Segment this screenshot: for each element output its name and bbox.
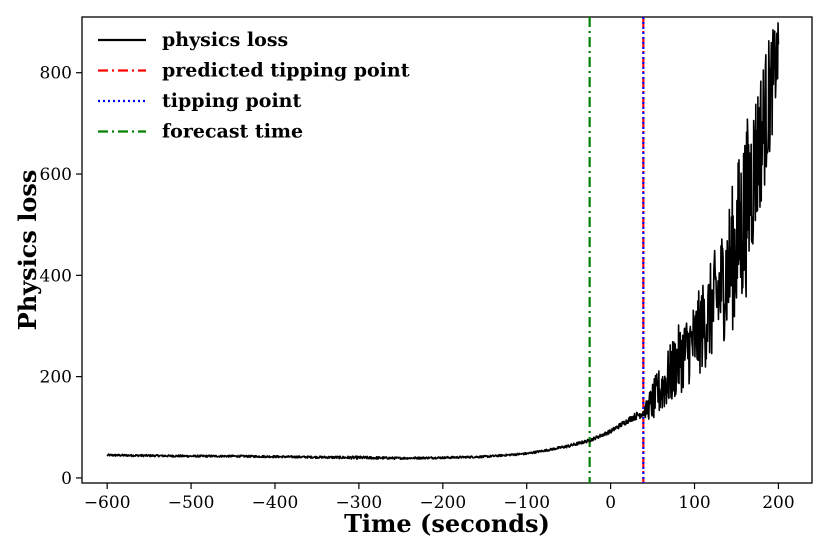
x-tick-label: −600 (84, 493, 131, 513)
legend: physics loss predicted tipping point tippi… (98, 29, 410, 143)
y-tick-label: 200 (40, 368, 72, 388)
vertical-lines (588, 17, 645, 483)
x-axis-ticks: −600 −500 −400 −300 −200 −100 0 100 200 (84, 483, 795, 513)
x-tick-label: −200 (419, 493, 466, 513)
legend-entry-label: tipping point (162, 90, 301, 112)
x-tick-label: 100 (678, 493, 710, 513)
y-axis-label: Physics loss (13, 170, 42, 331)
legend-entry-label: predicted tipping point (162, 60, 410, 82)
y-tick-label: 0 (61, 469, 72, 489)
legend-entry-label: physics loss (162, 29, 288, 51)
y-axis-ticks: 0 200 400 600 800 (40, 64, 82, 489)
x-tick-label: −400 (252, 493, 299, 513)
x-tick-label: −500 (168, 493, 215, 513)
x-tick-label: 200 (762, 493, 794, 513)
series-layer (106, 22, 780, 460)
x-tick-label: −100 (503, 493, 550, 513)
y-tick-label: 800 (40, 64, 72, 84)
y-tick-label: 400 (40, 266, 72, 286)
x-axis-label: Time (seconds) (344, 509, 550, 538)
physics-loss-line (106, 22, 780, 460)
x-tick-label: −300 (336, 493, 383, 513)
legend-entry-label: forecast time (162, 121, 303, 143)
x-tick-label: 0 (605, 493, 616, 513)
plot-frame (81, 16, 813, 484)
y-tick-label: 600 (40, 165, 72, 185)
